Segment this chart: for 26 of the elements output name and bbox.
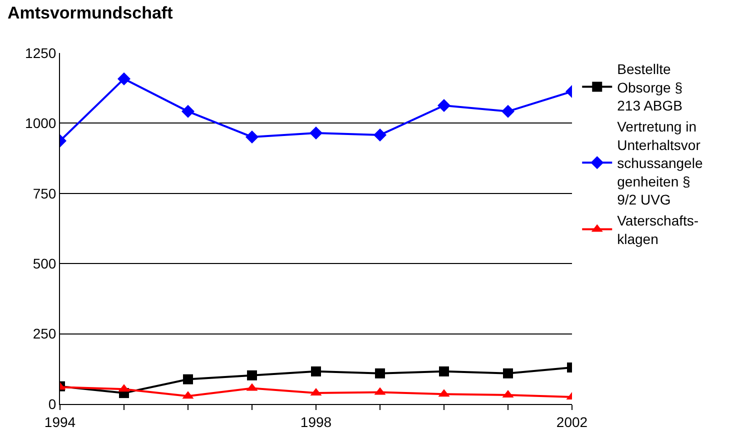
point <box>182 104 194 118</box>
point <box>183 374 193 384</box>
x-tick-label: 1998 <box>300 414 332 430</box>
legend-label: Vaterschafts- klagen <box>617 212 699 247</box>
y-tick-label: 500 <box>32 256 56 272</box>
point <box>247 370 257 380</box>
point <box>503 368 513 378</box>
y-tick-label: 250 <box>32 326 56 342</box>
point <box>438 99 450 112</box>
point <box>311 366 321 376</box>
y-tick-label: 0 <box>48 396 56 412</box>
x-tick-label: 1994 <box>44 414 76 430</box>
point <box>310 126 322 140</box>
point <box>374 128 386 142</box>
x-tick-label: 2002 <box>556 414 588 430</box>
y-tick-label: 1000 <box>25 115 56 132</box>
legend-label: Vertretung in Unterhaltsvor schussangele genheiten § 9/2 UVG <box>617 118 703 208</box>
y-tick-label: 750 <box>32 185 56 202</box>
point <box>502 104 514 118</box>
legend-label: Bestellte Obsorge § 213 ABGB <box>617 61 683 114</box>
point <box>246 130 258 144</box>
y-tick-label: 1250 <box>25 44 56 61</box>
point <box>118 72 130 86</box>
point <box>439 366 449 376</box>
chart-title: Amtsvormundschaft <box>7 4 174 23</box>
point <box>375 368 385 378</box>
